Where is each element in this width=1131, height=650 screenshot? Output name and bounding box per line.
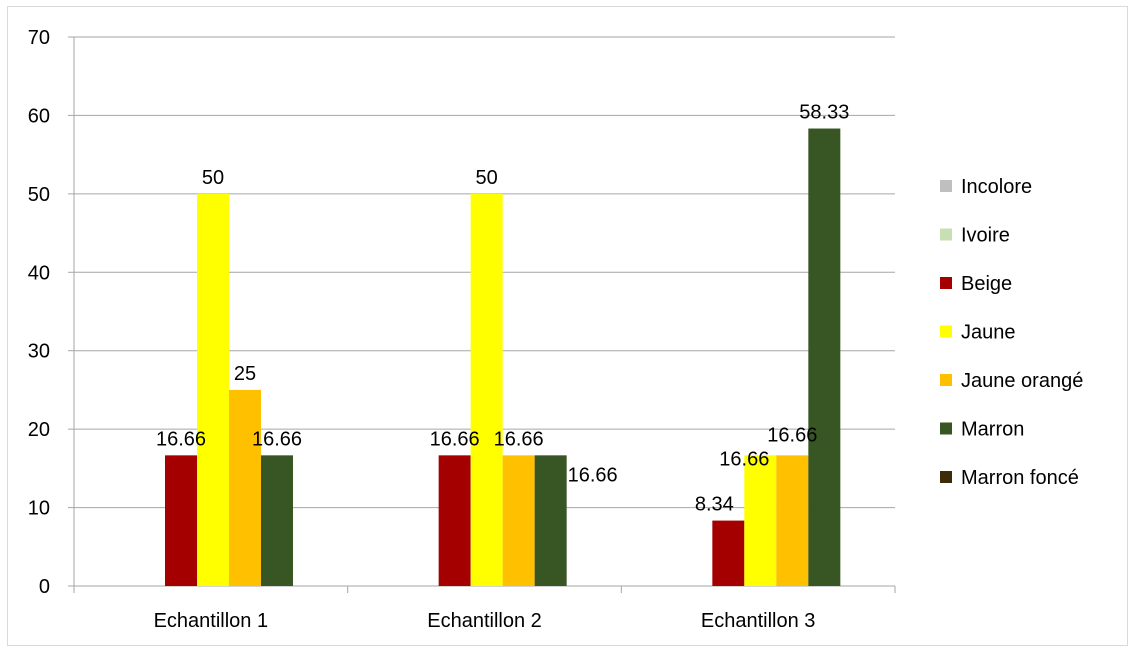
data-label: 16.66	[430, 428, 480, 450]
legend-swatch-jaune-orange	[940, 374, 952, 386]
bar-jaune-orange	[776, 455, 809, 586]
bar-marron	[261, 455, 293, 586]
data-label: 50	[202, 167, 224, 189]
legend-label-ivoire: Ivoire	[961, 225, 1010, 247]
y-tick-label: 70	[28, 27, 50, 49]
y-tick-label: 60	[28, 105, 50, 127]
legend-label-beige: Beige	[961, 273, 1012, 295]
x-tick-label: Echantillon 1	[154, 610, 269, 632]
bar-beige	[712, 520, 745, 586]
data-label: 16.66	[252, 428, 302, 450]
legend-swatch-marron-fonce	[940, 471, 952, 483]
legend-label-marron: Marron	[961, 419, 1024, 441]
bar-jaune-orange	[502, 455, 535, 586]
legend-label-jaune-orange: Jaune orangé	[961, 370, 1083, 392]
legend-label-jaune: Jaune	[961, 322, 1016, 344]
bar-beige	[165, 455, 197, 586]
data-label: 50	[476, 167, 498, 189]
y-tick-label: 10	[28, 498, 50, 520]
bar-jaune-orange	[229, 389, 261, 586]
y-tick-label: 50	[28, 184, 50, 206]
data-label: 16.66	[767, 424, 817, 446]
y-tick-label: 30	[28, 341, 50, 363]
legend-swatch-ivoire	[940, 228, 952, 241]
bar-marron	[808, 128, 841, 587]
data-label: 58.33	[799, 102, 849, 124]
x-tick-label: Echantillon 2	[427, 610, 542, 632]
data-label: 16.66	[568, 464, 618, 486]
bar-jaune	[197, 193, 229, 586]
legend-swatch-jaune	[940, 325, 952, 338]
data-label: 25	[234, 363, 256, 385]
legend-label-incolore: Incolore	[961, 176, 1032, 198]
chart-frame	[7, 6, 1128, 646]
data-label: 8.34	[695, 494, 734, 516]
y-tick-label: 0	[39, 576, 50, 598]
data-label: 16.66	[719, 448, 769, 470]
data-label: 16.66	[156, 428, 206, 450]
legend-swatch-beige	[940, 277, 952, 289]
y-tick-label: 20	[28, 419, 50, 441]
data-label: 16.66	[494, 428, 544, 450]
bar-jaune	[470, 193, 503, 586]
y-tick-label: 40	[28, 262, 50, 284]
legend-swatch-incolore	[940, 180, 952, 192]
bar-beige	[438, 455, 471, 586]
bar-marron	[534, 455, 567, 586]
x-tick-label: Echantillon 3	[701, 610, 816, 632]
bar-jaune	[744, 455, 777, 586]
legend-swatch-marron	[940, 422, 952, 435]
legend-label-marron-fonce: Marron foncé	[961, 467, 1079, 489]
